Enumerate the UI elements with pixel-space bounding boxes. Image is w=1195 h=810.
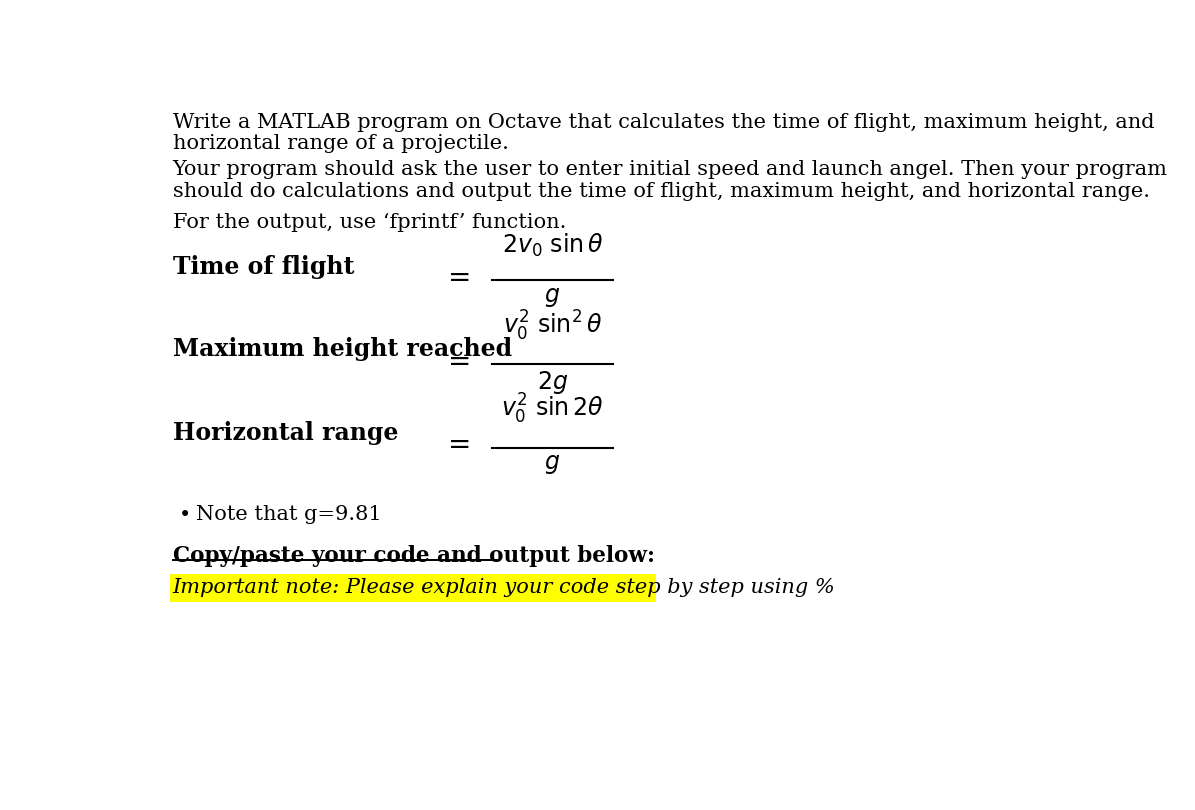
Text: Your program should ask the user to enter initial speed and launch angel. Then y: Your program should ask the user to ente… [172, 160, 1168, 179]
Text: =: = [448, 432, 471, 458]
Text: Copy/paste your code and output below:: Copy/paste your code and output below: [172, 545, 655, 567]
Text: horizontal range of a projectile.: horizontal range of a projectile. [172, 134, 509, 153]
FancyBboxPatch shape [170, 573, 656, 602]
Text: For the output, use ‘fprintf’ function.: For the output, use ‘fprintf’ function. [172, 213, 566, 232]
Text: $2g$: $2g$ [537, 369, 568, 396]
Text: $g$: $g$ [545, 452, 560, 476]
Text: Time of flight: Time of flight [172, 255, 354, 279]
Text: $g$: $g$ [545, 285, 560, 309]
Text: Write a MATLAB program on Octave that calculates the time of flight, maximum hei: Write a MATLAB program on Octave that ca… [172, 113, 1154, 131]
Text: $v_0^2\ \sin^2\theta$: $v_0^2\ \sin^2\theta$ [503, 309, 602, 343]
Text: =: = [448, 348, 471, 376]
Text: $2v_0\ \sin\theta$: $2v_0\ \sin\theta$ [502, 232, 603, 259]
Text: Important note: Please explain your code step by step using %: Important note: Please explain your code… [172, 578, 835, 598]
Text: Note that g=9.81: Note that g=9.81 [196, 505, 381, 524]
Text: $v_0^2\ \sin 2\theta$: $v_0^2\ \sin 2\theta$ [501, 392, 603, 426]
Text: =: = [448, 265, 471, 292]
Text: should do calculations and output the time of flight, maximum height, and horizo: should do calculations and output the ti… [172, 182, 1150, 201]
Text: •: • [179, 505, 191, 526]
Text: Horizontal range: Horizontal range [172, 420, 398, 445]
Text: Maximum height reached: Maximum height reached [172, 338, 511, 361]
